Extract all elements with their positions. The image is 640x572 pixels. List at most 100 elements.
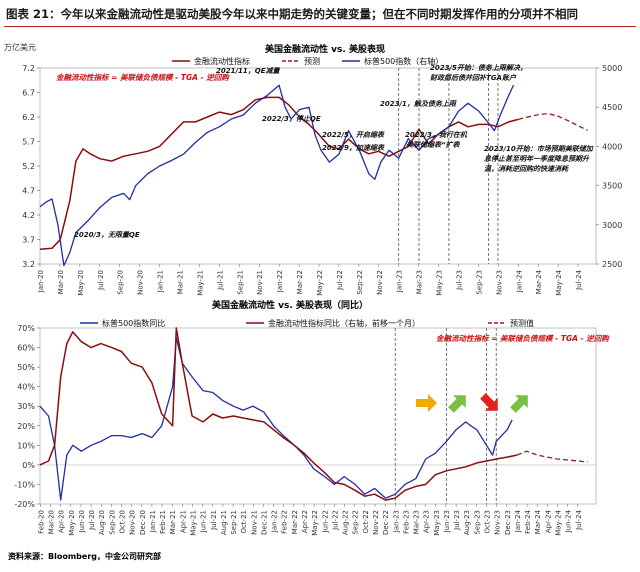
x-tick-label: Mar-22 xyxy=(296,270,304,294)
x-tick-label: May-23 xyxy=(436,270,444,296)
legend-label: 预测值 xyxy=(510,318,534,328)
x-tick-label: Dec-20 xyxy=(139,510,147,535)
x-tick-label: Jul-20 xyxy=(88,510,96,531)
chart1-title: 美国金融流动性 vs. 美股表现 xyxy=(265,43,385,55)
x-tick-label: Oct-23 xyxy=(484,510,492,534)
x-tick-label: Nov-23 xyxy=(495,270,503,295)
annot-qe-unlimited: 2020/3，无限量QE xyxy=(74,231,140,239)
x-tick-label: Jan-23 xyxy=(396,270,404,293)
x-tick-label: Jul-21 xyxy=(216,270,224,291)
y-tick-label: 60% xyxy=(17,344,35,353)
x-tick-label: May-24 xyxy=(555,269,563,295)
chart2-x-axis: Feb-20 Apr-20 Jun-20 Aug-20 Oct-20 Dec-20 Feb-… xyxy=(37,504,583,536)
x-tick-label: May-24 xyxy=(554,509,562,535)
x-tick-label: May-23 xyxy=(433,510,441,536)
x-tick-label: Mar-20 xyxy=(57,270,65,294)
x-tick-label: Aug-20 xyxy=(98,510,106,535)
x-tick-label: Nov-23 xyxy=(494,510,502,535)
y-tick-label: 20% xyxy=(17,422,35,431)
y2-tick-label: 5000 xyxy=(602,64,622,73)
x-tick-label: Jul-22 xyxy=(336,270,344,291)
x-tick-label: Mar-22 xyxy=(291,510,299,534)
y-tick-label: -20% xyxy=(14,500,35,509)
x-tick-label: May-22 xyxy=(316,270,324,296)
figure-title: 图表 21：今年以来金融流动性是驱动美股今年以来中期走势的关键变量；但在不同时期… xyxy=(6,7,579,21)
y2-tick-label: 2500 xyxy=(602,260,622,269)
x-tick-label: Mar-23 xyxy=(416,270,424,294)
chart1-right-axis: 2500 3000 3500 4000 4500 5000 xyxy=(596,64,622,269)
x-tick-label: Jul-21 xyxy=(210,510,218,531)
x-tick-label: Jul-24 xyxy=(575,269,583,290)
x-tick-label: Mar-21 xyxy=(176,270,184,294)
annot-bank-crisis-1: 2022/3，我行在机 xyxy=(405,130,468,139)
y2-tick-label: 4000 xyxy=(602,142,622,151)
x-tick-label: Nov-22 xyxy=(376,270,384,295)
chart1-formula: 金融流动性指标 = 美联储负债规模 - TGA - 逆回购 xyxy=(56,73,230,82)
series-line-2 xyxy=(516,450,588,463)
y-tick-label: 4.7 xyxy=(22,187,35,196)
y-tick-label: 5.7 xyxy=(22,138,35,147)
x-tick-label: Nov-20 xyxy=(137,270,145,295)
x-tick-label: Dec-23 xyxy=(504,510,512,535)
y-tick-label: 30% xyxy=(17,402,35,411)
chart2-y-axis: -20% -10% 0% 10% 20% 30% 40% 50% 60% 70% xyxy=(14,324,596,509)
x-tick-label: Jun-24 xyxy=(565,509,573,533)
annot-stop-qe: 2022/3，停止QE xyxy=(262,114,321,123)
chart2-trend-arrows xyxy=(416,393,528,413)
x-tick-label: Feb-22 xyxy=(281,510,289,534)
x-tick-label: Mar-23 xyxy=(413,510,421,534)
x-tick-label: Sep-20 xyxy=(108,510,116,535)
chart1-legend: 金融流动性指标 预测 标普500指数（右轴） xyxy=(172,56,443,66)
chart1-x-axis: Jan-20 Mar-20 May-20 Jul-20 Sep-20 Nov-20 Jan-… xyxy=(37,264,583,296)
x-tick-label: Jul-23 xyxy=(453,510,461,531)
x-tick-label: Sep-23 xyxy=(475,270,483,295)
legend-label: 预测 xyxy=(304,56,320,66)
x-tick-label: Sep-21 xyxy=(230,510,238,535)
annot-bank-crisis-2: 美联储缩表“扩表 xyxy=(406,140,461,149)
x-tick-label: Apr-23 xyxy=(423,510,431,533)
series-line-2 xyxy=(39,84,515,267)
x-tick-label: May-21 xyxy=(189,510,197,536)
x-tick-label: Feb-24 xyxy=(524,509,532,533)
x-tick-label: Jul-22 xyxy=(331,510,339,531)
chart1-ylabel: 万亿美元 xyxy=(4,42,36,52)
x-tick-label: Apr-22 xyxy=(301,510,309,533)
annot-rate-cut-2: 息停止甚至明年一季度降息预期升 xyxy=(484,154,590,163)
y-tick-label: 7.2 xyxy=(22,64,35,73)
y-tick-label: 50% xyxy=(17,363,35,372)
legend-label: 金融流动性指标同比（右轴，前移一个月） xyxy=(268,318,420,328)
x-tick-label: Mar-24 xyxy=(534,509,542,534)
trend-arrow-up-icon xyxy=(510,395,528,413)
x-tick-label: Oct-20 xyxy=(119,510,127,534)
y2-tick-label: 4500 xyxy=(602,103,622,112)
trend-arrow-down-icon xyxy=(480,393,498,411)
chart1-left-axis: 3.2 3.7 4.2 4.7 5.2 5.7 6.2 6.7 7.2 xyxy=(22,64,40,269)
title-rule xyxy=(4,26,636,27)
x-tick-label: Apr-21 xyxy=(179,510,187,533)
x-tick-label: Jun-23 xyxy=(443,510,451,533)
x-tick-label: Sep-21 xyxy=(236,270,244,295)
x-tick-label: Oct-21 xyxy=(240,510,248,534)
x-tick-label: Jul-20 xyxy=(97,270,105,291)
y-tick-label: 6.7 xyxy=(22,89,35,98)
x-tick-label: Sep-20 xyxy=(117,270,125,295)
x-tick-label: Jan-22 xyxy=(271,510,279,533)
y2-tick-label: 3500 xyxy=(602,182,622,191)
x-tick-label: Jul-23 xyxy=(455,270,463,291)
x-tick-label: Jan-23 xyxy=(392,510,400,533)
x-tick-label: Mar-24 xyxy=(535,269,543,294)
y-tick-label: -10% xyxy=(14,480,35,489)
x-tick-label: Sep-22 xyxy=(356,270,364,295)
annot-debt-ceiling: 2023/1，触及债务上限 xyxy=(380,99,457,108)
x-tick-label: May-20 xyxy=(68,510,76,536)
x-tick-label: Jan-22 xyxy=(276,270,284,293)
x-tick-label: Jun-21 xyxy=(200,510,208,533)
x-tick-label: Jan-24 xyxy=(514,509,522,533)
x-tick-label: Jan-21 xyxy=(157,270,165,293)
x-tick-label: Mar-21 xyxy=(169,510,177,534)
x-tick-label: Mar-20 xyxy=(48,510,56,534)
x-tick-label: Jun-22 xyxy=(321,510,329,533)
trend-arrow-up-icon xyxy=(448,395,466,413)
y-tick-label: 0% xyxy=(22,461,35,470)
x-tick-label: Apr-24 xyxy=(544,509,552,533)
